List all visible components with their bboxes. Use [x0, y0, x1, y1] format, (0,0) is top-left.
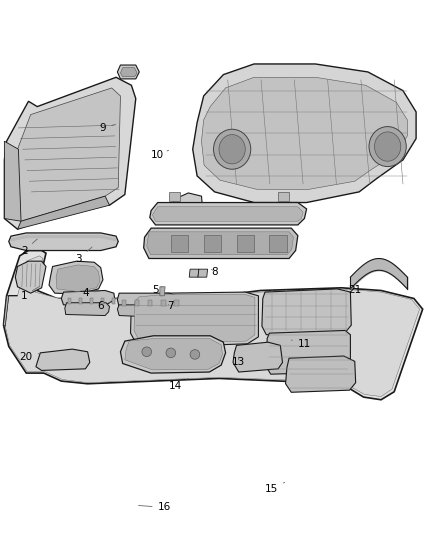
Polygon shape	[49, 261, 103, 294]
Polygon shape	[79, 298, 82, 304]
Polygon shape	[148, 300, 152, 306]
Polygon shape	[56, 265, 100, 292]
Polygon shape	[233, 342, 283, 372]
Polygon shape	[286, 356, 356, 392]
Polygon shape	[125, 338, 223, 370]
Polygon shape	[237, 235, 254, 252]
Text: 10: 10	[151, 150, 169, 159]
Polygon shape	[14, 88, 120, 221]
Text: 7: 7	[167, 302, 174, 311]
Polygon shape	[198, 269, 208, 277]
Polygon shape	[112, 298, 115, 304]
Text: 13: 13	[232, 357, 245, 367]
Polygon shape	[169, 192, 180, 201]
Polygon shape	[278, 192, 289, 201]
Polygon shape	[189, 269, 199, 277]
Polygon shape	[68, 298, 71, 304]
Polygon shape	[101, 298, 104, 304]
Polygon shape	[134, 294, 255, 343]
Text: 5: 5	[152, 286, 162, 295]
Polygon shape	[122, 300, 126, 306]
Ellipse shape	[142, 347, 152, 357]
Ellipse shape	[219, 134, 245, 164]
Polygon shape	[193, 64, 416, 203]
Polygon shape	[117, 293, 179, 308]
Polygon shape	[144, 228, 298, 259]
Polygon shape	[150, 203, 307, 225]
Text: 4: 4	[82, 288, 100, 298]
Polygon shape	[65, 303, 110, 316]
Text: 6: 6	[97, 302, 111, 311]
Ellipse shape	[166, 348, 176, 358]
Polygon shape	[11, 235, 116, 241]
Polygon shape	[173, 193, 202, 211]
Polygon shape	[171, 235, 188, 252]
Polygon shape	[147, 232, 293, 255]
Polygon shape	[161, 300, 166, 306]
Polygon shape	[4, 251, 423, 400]
Polygon shape	[4, 77, 136, 229]
Polygon shape	[90, 298, 93, 304]
Text: 16: 16	[138, 503, 171, 512]
Text: 2: 2	[21, 239, 37, 255]
Polygon shape	[120, 68, 137, 77]
Polygon shape	[117, 65, 139, 79]
Polygon shape	[120, 336, 226, 373]
Polygon shape	[15, 261, 46, 293]
Polygon shape	[204, 235, 221, 252]
Text: 15: 15	[265, 482, 285, 494]
Polygon shape	[36, 349, 90, 370]
Polygon shape	[5, 256, 420, 397]
Polygon shape	[61, 290, 115, 305]
Polygon shape	[174, 300, 179, 306]
Text: 20: 20	[20, 352, 39, 362]
Text: 3: 3	[75, 247, 92, 263]
Polygon shape	[201, 77, 407, 190]
Ellipse shape	[369, 126, 406, 166]
Text: 8: 8	[211, 267, 218, 277]
Text: 21: 21	[348, 286, 361, 295]
Ellipse shape	[190, 350, 200, 359]
Text: 11: 11	[291, 339, 311, 349]
Text: 14: 14	[169, 378, 188, 391]
Polygon shape	[262, 289, 351, 335]
Polygon shape	[152, 207, 303, 221]
Polygon shape	[269, 235, 287, 252]
Polygon shape	[131, 292, 258, 346]
Polygon shape	[18, 196, 109, 229]
Polygon shape	[160, 287, 165, 296]
Polygon shape	[9, 233, 118, 251]
Text: 9: 9	[99, 123, 116, 133]
Polygon shape	[4, 296, 18, 326]
Ellipse shape	[213, 130, 251, 169]
Text: 1: 1	[21, 287, 39, 301]
Ellipse shape	[374, 132, 401, 161]
Polygon shape	[266, 330, 350, 374]
Polygon shape	[117, 305, 179, 318]
Polygon shape	[4, 141, 21, 221]
Polygon shape	[135, 300, 139, 306]
